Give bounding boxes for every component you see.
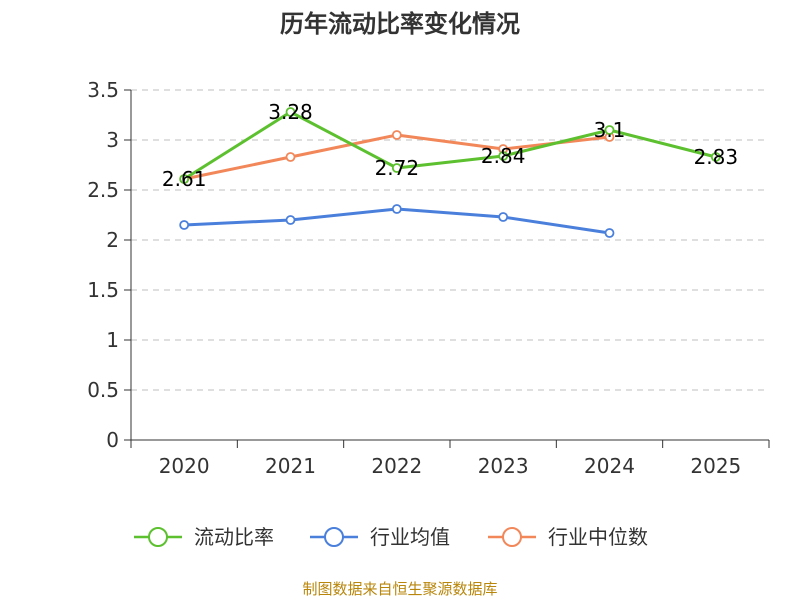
legend-label: 行业中位数 xyxy=(548,525,648,549)
legend-marker xyxy=(148,527,168,547)
data-point[interactable] xyxy=(604,228,615,238)
data-point[interactable] xyxy=(179,174,190,184)
data-labels: 2.61 3.28 2.72 2.84 3.1 2.83 xyxy=(162,100,738,191)
y-tick-label: 2.5 xyxy=(87,178,119,202)
x-tick-label: 2021 xyxy=(265,454,316,478)
y-tick-label: 3 xyxy=(106,128,119,152)
chart-title: 历年流动比率变化情况 xyxy=(280,10,520,38)
x-tick-label: 2023 xyxy=(478,454,529,478)
data-point[interactable] xyxy=(285,215,296,225)
x-tick-label: 2022 xyxy=(371,454,422,478)
y-tick-label: 2 xyxy=(106,228,119,252)
series-lines xyxy=(179,107,721,238)
y-axis-ticks: 0 0.5 1 1.5 2 2.5 3 3.5 xyxy=(87,78,131,452)
data-point[interactable] xyxy=(710,152,721,162)
legend-item-0[interactable]: 流动比率 xyxy=(134,525,274,549)
legend-item-1[interactable]: 行业均值 xyxy=(310,525,450,549)
data-label: 2.83 xyxy=(694,145,739,169)
data-point[interactable] xyxy=(391,163,402,173)
legend-marker xyxy=(502,527,522,547)
x-tick-label: 2025 xyxy=(690,454,741,478)
data-label: 2.72 xyxy=(375,156,420,180)
x-tick-label: 2024 xyxy=(584,454,635,478)
data-point[interactable] xyxy=(285,107,296,117)
grid-lines xyxy=(131,89,769,391)
y-tick-label: 0.5 xyxy=(87,378,119,402)
series-line-0 xyxy=(183,110,717,181)
x-tick-label: 2020 xyxy=(159,454,210,478)
data-point[interactable] xyxy=(498,151,509,161)
y-tick-label: 3.5 xyxy=(87,78,119,102)
data-label: 2.61 xyxy=(162,167,207,191)
x-axis-ticks: 2020 2021 2022 2023 2024 2025 xyxy=(130,440,770,478)
source-note: 制图数据来自恒生聚源数据库 xyxy=(302,580,497,598)
legend-marker xyxy=(324,527,344,547)
data-label: 2.84 xyxy=(481,144,526,168)
data-point[interactable] xyxy=(285,152,296,162)
data-label: 3.28 xyxy=(268,100,313,124)
y-tick-label: 1.5 xyxy=(87,278,119,302)
legend-label: 流动比率 xyxy=(194,525,274,549)
legend-item-2[interactable]: 行业中位数 xyxy=(488,525,648,549)
data-point[interactable] xyxy=(179,220,190,230)
y-tick-label: 1 xyxy=(106,328,119,352)
legend-label: 行业均值 xyxy=(370,525,450,549)
data-point[interactable] xyxy=(498,212,509,222)
data-point[interactable] xyxy=(391,130,402,140)
legend[interactable]: 流动比率 行业均值 行业中位数 xyxy=(134,525,648,549)
data-point[interactable] xyxy=(391,204,402,214)
data-point[interactable] xyxy=(604,125,615,135)
y-tick-label: 0 xyxy=(106,428,119,452)
data-label: 3.1 xyxy=(594,118,626,142)
